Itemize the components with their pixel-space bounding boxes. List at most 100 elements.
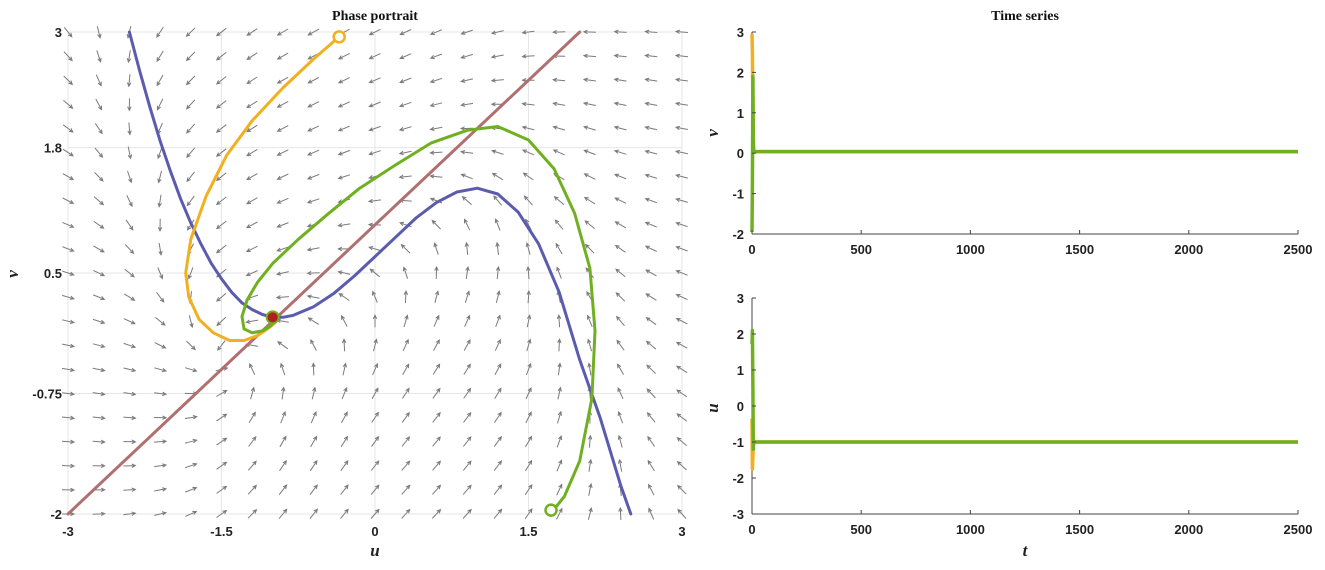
vector-arrow <box>401 436 411 447</box>
vector-arrow <box>644 149 658 155</box>
vector-arrow <box>217 340 226 351</box>
vector-arrow <box>674 77 688 83</box>
vector-arrow <box>617 434 623 448</box>
vector-arrow <box>154 342 167 349</box>
phase-y-tick-label: 3 <box>55 25 62 40</box>
vector-arrow <box>215 76 227 85</box>
time-series-line <box>750 33 1298 154</box>
vector-arrow <box>154 415 168 420</box>
vector-arrow <box>401 411 410 423</box>
vector-arrow <box>341 338 347 352</box>
vector-arrow <box>276 246 289 252</box>
nullcline-line <box>127 30 633 516</box>
vector-arrow <box>155 317 166 326</box>
vector-arrow <box>613 173 627 180</box>
vector-arrow <box>403 289 409 304</box>
vector-arrow <box>311 386 317 400</box>
vector-arrow <box>310 435 318 448</box>
time-series-t-x-label: t <box>1023 541 1029 560</box>
vector-arrow <box>524 459 533 472</box>
vector-arrow <box>279 435 287 448</box>
x-tick-label: 1500 <box>1065 522 1094 537</box>
vector-arrow <box>62 124 74 133</box>
x-tick-label: 1500 <box>1065 242 1094 257</box>
vector-arrow <box>646 412 656 423</box>
vector-arrow <box>429 102 443 108</box>
vector-arrow <box>93 220 105 229</box>
vector-arrow <box>62 367 76 372</box>
vector-arrow <box>96 50 102 63</box>
vector-arrow <box>618 506 623 521</box>
vector-arrow <box>185 510 198 517</box>
vector-arrow <box>493 435 502 447</box>
vector-arrow <box>276 197 289 204</box>
vector-arrow <box>583 196 596 205</box>
vector-arrow <box>61 463 76 469</box>
vector-arrow <box>276 222 289 228</box>
vector-arrow <box>526 338 532 352</box>
vector-arrow <box>647 435 656 447</box>
vector-arrow <box>92 511 106 517</box>
vector-arrow <box>156 26 164 38</box>
vector-arrow <box>63 51 73 62</box>
start-marker <box>332 30 346 44</box>
vector-arrow <box>278 508 288 519</box>
vector-arrow <box>309 459 318 472</box>
vector-arrow <box>674 29 689 34</box>
vector-arrow <box>307 149 320 156</box>
vector-arrow <box>432 363 441 375</box>
vector-arrow <box>372 362 378 376</box>
vector-arrow <box>215 148 227 157</box>
vector-arrow <box>525 411 532 424</box>
vector-arrow <box>276 125 289 132</box>
vector-arrow <box>433 338 440 351</box>
vector-arrow <box>402 266 409 279</box>
vector-arrow <box>675 365 688 374</box>
vector-arrow <box>495 314 501 327</box>
y-tick-label: 2 <box>737 65 744 80</box>
vector-arrow <box>62 319 75 324</box>
vector-arrow <box>215 52 227 61</box>
y-tick-label: -3 <box>732 507 744 522</box>
vector-arrow <box>400 243 411 254</box>
vector-arrow <box>521 30 535 35</box>
vector-arrow <box>463 411 472 423</box>
vector-arrow <box>216 509 228 518</box>
vector-arrow <box>645 317 657 326</box>
vector-arrow <box>429 126 443 131</box>
vector-arrow <box>584 220 595 229</box>
vector-arrow <box>615 268 626 278</box>
y-tick-label: 0 <box>737 146 744 161</box>
vector-arrow <box>279 459 287 472</box>
vector-arrow <box>154 439 168 444</box>
vector-arrow <box>676 460 687 471</box>
vector-arrow <box>465 265 470 279</box>
x-tick-label: 1000 <box>956 242 985 257</box>
vector-arrow <box>124 293 136 301</box>
vector-arrow <box>368 28 381 36</box>
vector-arrow <box>306 270 320 276</box>
vector-arrow <box>582 125 596 131</box>
vector-arrow <box>246 28 258 36</box>
vector-arrow <box>185 51 196 62</box>
vector-arrow <box>156 98 164 111</box>
vector-arrow <box>184 367 198 373</box>
y-tick-label: -2 <box>732 227 744 242</box>
vector-arrow <box>93 196 105 206</box>
phase-y-tick-label: 1.8 <box>44 141 62 156</box>
vector-arrow <box>340 459 349 471</box>
vector-arrow <box>463 436 472 447</box>
time-series-title: Time series <box>991 9 1059 24</box>
vector-arrow <box>523 195 533 206</box>
vector-arrow <box>615 292 626 302</box>
vector-arrow <box>245 173 258 181</box>
vector-arrow <box>92 294 106 301</box>
vector-arrow <box>157 267 164 280</box>
vector-arrow <box>340 314 348 327</box>
vector-arrow <box>434 290 440 304</box>
vector-arrow <box>582 53 596 59</box>
vector-arrow <box>493 484 503 495</box>
vector-arrow <box>490 54 504 59</box>
time-series-u-panel: 0 500 1000 1500 2000 2500 -3 -2 -1 0 1 2 3 u t <box>703 291 1312 560</box>
vector-arrow <box>311 362 316 376</box>
